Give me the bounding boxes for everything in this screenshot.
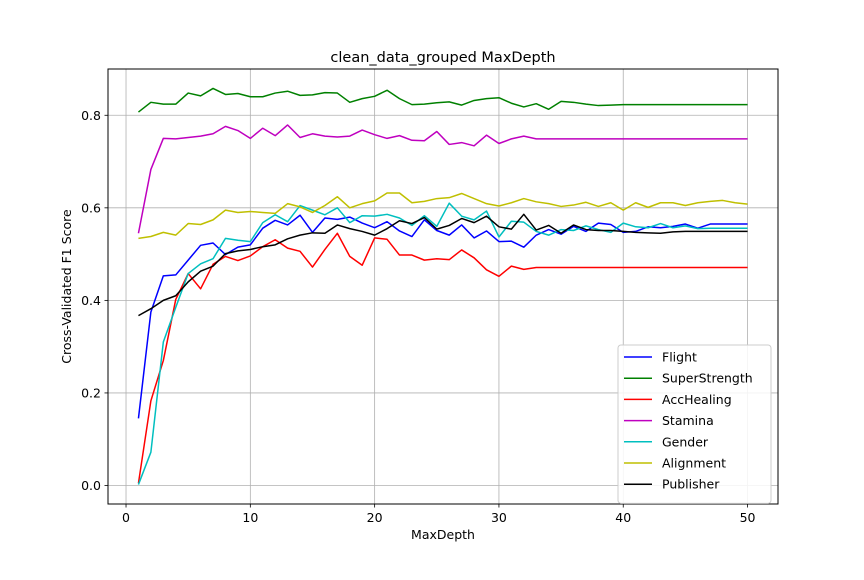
y-tick-label: 0.6 — [81, 200, 101, 215]
x-tick-label: 40 — [615, 510, 631, 525]
y-tick-label: 0.4 — [81, 293, 101, 308]
x-tick-label: 10 — [242, 510, 258, 525]
y-axis-label: Cross-Validated F1 Score — [59, 209, 74, 364]
y-tick-label: 0.8 — [81, 108, 101, 123]
series-line-gender — [137, 202, 748, 485]
series-line-alignment — [138, 192, 748, 240]
x-tick-label: 0 — [122, 510, 130, 525]
legend-label: Gender — [662, 434, 709, 449]
grid-lines — [108, 69, 778, 504]
series-line-superstrength — [137, 87, 748, 113]
legend-label: AccHealing — [662, 392, 732, 407]
series-line-publisher — [138, 213, 748, 317]
series-line-acchealing — [137, 232, 748, 484]
legend-label: Stamina — [662, 413, 714, 428]
axis-ticks: 0 10 20 30 40 50 0.0 0.2 0.4 0.6 0.8 — [81, 108, 755, 525]
legend-label: Flight — [662, 350, 697, 365]
x-axis-label: MaxDepth — [411, 527, 475, 542]
legend: Flight SuperStrength AccHealing Stamina Gend… — [617, 344, 772, 504]
chart-title: clean_data_grouped MaxDepth — [330, 50, 555, 66]
series-lines — [137, 87, 748, 485]
y-tick-label: 0.0 — [81, 478, 101, 493]
legend-label: Publisher — [662, 477, 720, 492]
y-tick-label: 0.2 — [81, 385, 101, 400]
legend-label: SuperStrength — [662, 371, 753, 386]
legend-label: Alignment — [662, 456, 726, 471]
x-tick-label: 20 — [367, 510, 383, 525]
x-tick-label: 50 — [740, 510, 756, 525]
plot-frame — [107, 68, 779, 505]
x-tick-label: 30 — [491, 510, 507, 525]
series-line-stamina — [137, 124, 748, 234]
legend-box — [617, 344, 772, 504]
